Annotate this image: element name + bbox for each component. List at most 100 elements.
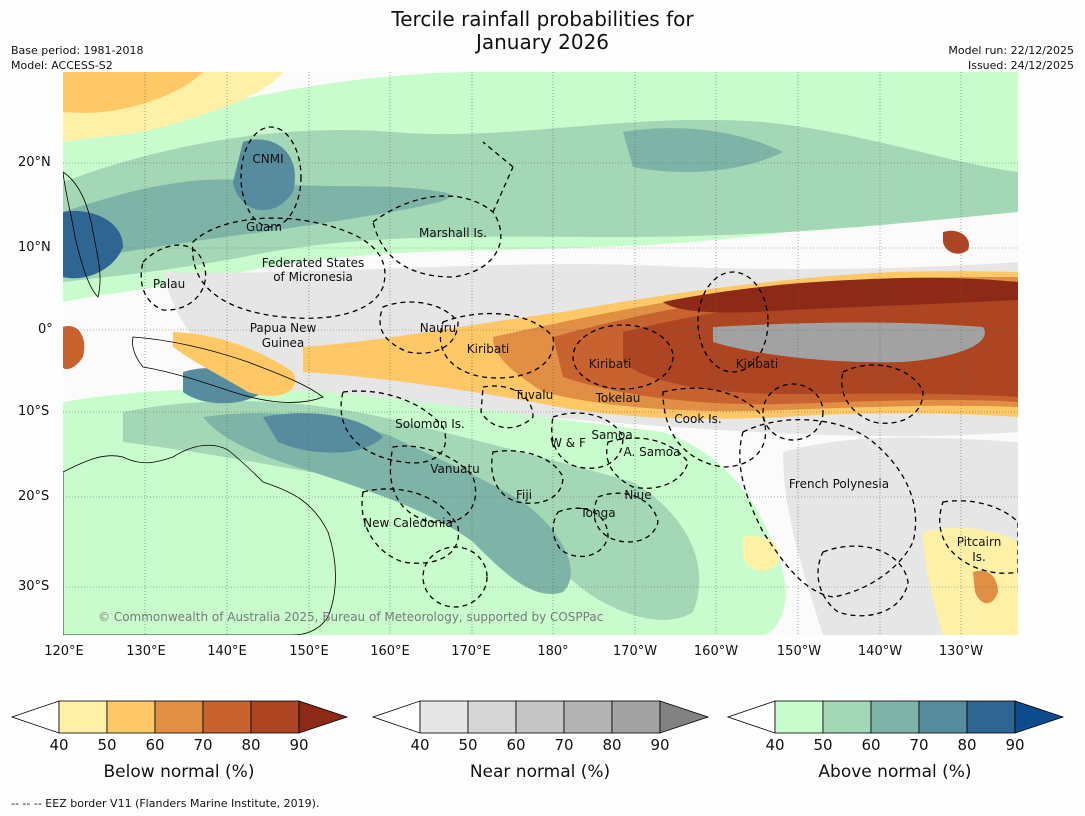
- colorbar-tick: 40: [765, 736, 785, 754]
- near-normal-colorbar: [372, 700, 710, 734]
- near-normal-colorbar-svg: [372, 700, 710, 734]
- lon-label: 170°E: [451, 644, 491, 659]
- lon-label: 140°E: [207, 644, 247, 659]
- lon-label: 140°W: [857, 644, 903, 659]
- colorbar-tick: 80: [957, 736, 977, 754]
- model-name: Model: ACCESS-S2: [11, 59, 113, 72]
- colorbar-tick: 60: [506, 736, 526, 754]
- below-normal-region: [173, 332, 296, 396]
- below-normal-region: [663, 277, 1018, 313]
- metadata-left: Base period: 1981-2018 Model: ACCESS-S2: [11, 43, 143, 73]
- lon-label: 130°W: [938, 644, 984, 659]
- colorbar-segment: [250, 700, 300, 734]
- lat-label: 20°S: [18, 489, 50, 504]
- colorbar-tick: 90: [650, 736, 670, 754]
- place-tonga: Tonga: [580, 506, 616, 520]
- above-normal-region: [63, 119, 1018, 283]
- place-cook-islands: Cook Is.: [674, 412, 722, 426]
- colorbar-segment: [154, 700, 204, 734]
- place-kiribati-east: Kiribati: [735, 357, 779, 371]
- lon-label: 150°W: [776, 644, 822, 659]
- colorbar-tick: 70: [554, 736, 574, 754]
- lon-label: 160°W: [693, 644, 739, 659]
- colorbar-segment: [611, 700, 661, 734]
- below-normal-region: [63, 72, 203, 113]
- rainfall-probability-map: CNMI Guam Marshall Is. Palau Federated S…: [63, 72, 1018, 635]
- copyright-notice: © Commonwealth of Australia 2025, Bureau…: [98, 610, 604, 624]
- lon-label: 160°E: [370, 644, 410, 659]
- lon-label: 180°: [537, 644, 569, 659]
- title-line-2: January 2026: [475, 30, 610, 54]
- lon-label: 150°E: [289, 644, 329, 659]
- colorbar-tick: 50: [458, 736, 478, 754]
- colorbar-segment: [419, 700, 469, 734]
- colorbar-tick: 40: [410, 736, 430, 754]
- colorbar-tick: 60: [861, 736, 881, 754]
- colorbar-tick: 60: [145, 736, 165, 754]
- eez-borders: [140, 126, 1018, 617]
- below-normal-region: [923, 527, 1018, 635]
- place-png-line1: Papua New: [249, 321, 317, 335]
- colorbar-tick: 50: [813, 736, 833, 754]
- place-american-samoa: A. Samoa: [623, 445, 681, 459]
- below-normal-title: Below normal (%): [103, 762, 255, 782]
- place-palau: Palau: [152, 277, 186, 291]
- below-normal-colorbar-svg: [11, 700, 349, 734]
- below-normal-colorbar: [11, 700, 349, 734]
- above-normal-colorbar: [727, 700, 1065, 734]
- lat-label: 30°S: [18, 579, 50, 594]
- colorbar-extend-high: [1014, 700, 1065, 734]
- map-canvas: [63, 72, 1018, 635]
- colorbar-tick: 80: [602, 736, 622, 754]
- place-new-caledonia: New Caledonia: [363, 516, 453, 530]
- colorbar-tick: 80: [241, 736, 261, 754]
- below-normal-region: [943, 230, 969, 254]
- place-pitcairn-line2: Is.: [972, 550, 986, 564]
- place-kiribati-west: Kiribati: [466, 342, 510, 356]
- below-normal-region: [973, 570, 998, 604]
- above-normal-region: [63, 211, 123, 279]
- place-png-line2: Guinea: [261, 336, 305, 350]
- colorbar-extend-low: [727, 700, 776, 734]
- place-wallis-futuna: W & F: [550, 436, 586, 450]
- lon-label: 170°W: [612, 644, 658, 659]
- map-title: Tercile rainfall probabilities for Janua…: [0, 8, 1085, 54]
- lat-label: 0°: [38, 322, 53, 337]
- colorbar-segment: [202, 700, 252, 734]
- lat-label: 10°S: [18, 404, 50, 419]
- place-fiji: Fiji: [515, 488, 533, 502]
- colorbar-segment: [870, 700, 920, 734]
- colorbar-segment: [822, 700, 872, 734]
- place-pitcairn-line1: Pitcairn: [956, 535, 1002, 549]
- colorbar-tick: 90: [289, 736, 309, 754]
- colorbar-tick: 70: [193, 736, 213, 754]
- place-french-polynesia: French Polynesia: [788, 477, 890, 491]
- above-normal-region: [263, 413, 383, 453]
- above-normal-region: [233, 139, 295, 211]
- colorbar-extend-high: [298, 700, 349, 734]
- new-guinea-coastline: [132, 336, 324, 403]
- colorbar-segment: [58, 700, 108, 734]
- above-normal-title: Above normal (%): [818, 762, 972, 782]
- above-normal-region: [203, 413, 571, 594]
- place-kiribati-central: Kiribati: [588, 357, 632, 371]
- colorbar-segment: [515, 700, 565, 734]
- place-guam: Guam: [246, 220, 282, 234]
- colorbar-extend-high: [659, 700, 710, 734]
- place-niue: Niue: [624, 488, 652, 502]
- colorbar-segment: [918, 700, 968, 734]
- issued-date: Issued: 24/12/2025: [967, 59, 1074, 72]
- above-normal-region: [63, 179, 451, 262]
- australia-coastline: [63, 444, 336, 635]
- near-normal-title: Near normal (%): [469, 762, 611, 782]
- place-fsm-line1: Federated States: [261, 256, 365, 270]
- place-marshall-islands: Marshall Is.: [419, 226, 487, 240]
- title-line-1: Tercile rainfall probabilities for: [391, 7, 694, 31]
- lon-label: 130°E: [126, 644, 166, 659]
- colorbar-segment: [106, 700, 156, 734]
- colorbar-segment: [966, 700, 1016, 734]
- below-normal-region: [63, 326, 85, 370]
- lon-label: 120°E: [44, 644, 84, 659]
- colorbar-extend-low: [372, 700, 421, 734]
- place-tuvalu: Tuvalu: [514, 388, 554, 402]
